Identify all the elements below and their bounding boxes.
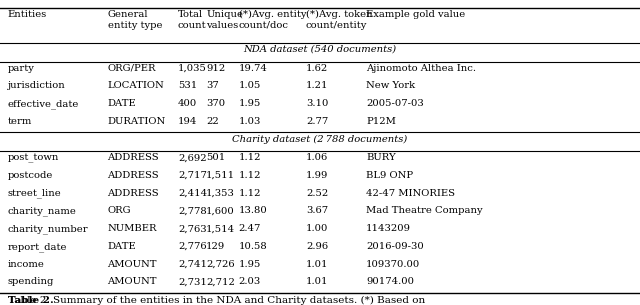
Text: 2,712: 2,712 [206,277,235,286]
Text: (*)Avg. entity
count/doc: (*)Avg. entity count/doc [239,10,306,30]
Text: 19.74: 19.74 [239,64,268,73]
Text: 10.58: 10.58 [239,242,268,251]
Text: 1.01: 1.01 [306,277,328,286]
Text: 1.00: 1.00 [306,224,328,233]
Text: 2.77: 2.77 [306,117,328,126]
Text: Unique
values: Unique values [206,10,243,30]
Text: 1.01: 1.01 [306,260,328,269]
Text: 2016-09-30: 2016-09-30 [366,242,424,251]
Text: party: party [8,64,35,73]
Text: 370: 370 [206,99,225,108]
Text: post_town: post_town [8,153,59,163]
Text: 22: 22 [206,117,219,126]
Text: 531: 531 [178,81,197,91]
Text: spending: spending [8,277,54,286]
Text: 2,717: 2,717 [178,171,207,180]
Text: 2,731: 2,731 [178,277,207,286]
Text: 1.21: 1.21 [306,81,328,91]
Text: (*)Avg. token
count/entity: (*)Avg. token count/entity [306,10,372,30]
Text: 1.12: 1.12 [239,189,261,198]
Text: 1.03: 1.03 [239,117,261,126]
Text: 400: 400 [178,99,197,108]
Text: 1.95: 1.95 [239,99,261,108]
Text: 2,776: 2,776 [178,242,207,251]
Text: Mad Theatre Company: Mad Theatre Company [366,206,483,216]
Text: NUMBER: NUMBER [108,224,157,233]
Text: 3.67: 3.67 [306,206,328,216]
Text: Table 2. Summary of the entities in the NDA and Charity datasets. (*) Based on: Table 2. Summary of the entities in the … [8,296,425,305]
Text: AMOUNT: AMOUNT [108,277,157,286]
Text: 109370.00: 109370.00 [366,260,420,269]
Text: 2,763: 2,763 [178,224,207,233]
Text: charity_name: charity_name [8,206,77,216]
Text: 2,726: 2,726 [206,260,235,269]
Text: 1.12: 1.12 [239,171,261,180]
Text: New York: New York [366,81,415,91]
Text: 501: 501 [206,153,225,163]
Text: 129: 129 [206,242,225,251]
Text: 1,035: 1,035 [178,64,207,73]
Text: 2.96: 2.96 [306,242,328,251]
Text: 1143209: 1143209 [366,224,411,233]
Text: LOCATION: LOCATION [108,81,164,91]
Text: Charity dataset (2 788 documents): Charity dataset (2 788 documents) [232,135,408,144]
Text: 1.95: 1.95 [239,260,261,269]
Text: 1.99: 1.99 [306,171,328,180]
Text: BURY: BURY [366,153,396,163]
Text: street_line: street_line [8,189,61,199]
Text: report_date: report_date [8,242,67,252]
Text: 2,692: 2,692 [178,153,207,163]
Text: 1,514: 1,514 [206,224,236,233]
Text: P12M: P12M [366,117,396,126]
Text: income: income [8,260,45,269]
Text: charity_number: charity_number [8,224,88,234]
Text: 1,600: 1,600 [206,206,235,216]
Text: BL9 ONP: BL9 ONP [366,171,413,180]
Text: NDA dataset (540 documents): NDA dataset (540 documents) [243,45,397,54]
Text: 2005-07-03: 2005-07-03 [366,99,424,108]
Text: 1.62: 1.62 [306,64,328,73]
Text: 13.80: 13.80 [239,206,268,216]
Text: 37: 37 [206,81,219,91]
Text: 90174.00: 90174.00 [366,277,414,286]
Text: 2.47: 2.47 [239,224,261,233]
Text: Table 2.: Table 2. [8,296,53,305]
Text: 3.10: 3.10 [306,99,328,108]
Text: term: term [8,117,32,126]
Text: 2.03: 2.03 [239,277,261,286]
Text: ORG: ORG [108,206,131,216]
Text: ORG/PER: ORG/PER [108,64,156,73]
Text: 912: 912 [206,64,225,73]
Text: ADDRESS: ADDRESS [108,153,159,163]
Text: 1,511: 1,511 [206,171,236,180]
Text: ADDRESS: ADDRESS [108,189,159,198]
Text: DURATION: DURATION [108,117,166,126]
Text: 2,778: 2,778 [178,206,207,216]
Text: 2,414: 2,414 [178,189,207,198]
Text: 42-47 MINORIES: 42-47 MINORIES [366,189,455,198]
Text: 1.12: 1.12 [239,153,261,163]
Text: Total
count: Total count [178,10,207,30]
Text: 194: 194 [178,117,197,126]
Text: 1.05: 1.05 [239,81,261,91]
Text: Ajinomoto Althea Inc.: Ajinomoto Althea Inc. [366,64,476,73]
Text: 2.52: 2.52 [306,189,328,198]
Text: General
entity type: General entity type [108,10,162,30]
Text: DATE: DATE [108,99,136,108]
Text: Entities: Entities [8,10,47,19]
Text: Example gold value: Example gold value [366,10,465,19]
Text: DATE: DATE [108,242,136,251]
Text: ADDRESS: ADDRESS [108,171,159,180]
Text: 1.06: 1.06 [306,153,328,163]
Text: postcode: postcode [8,171,53,180]
Text: effective_date: effective_date [8,99,79,109]
Text: jurisdiction: jurisdiction [8,81,65,91]
Text: 2,741: 2,741 [178,260,207,269]
Text: AMOUNT: AMOUNT [108,260,157,269]
Text: 1,353: 1,353 [206,189,235,198]
